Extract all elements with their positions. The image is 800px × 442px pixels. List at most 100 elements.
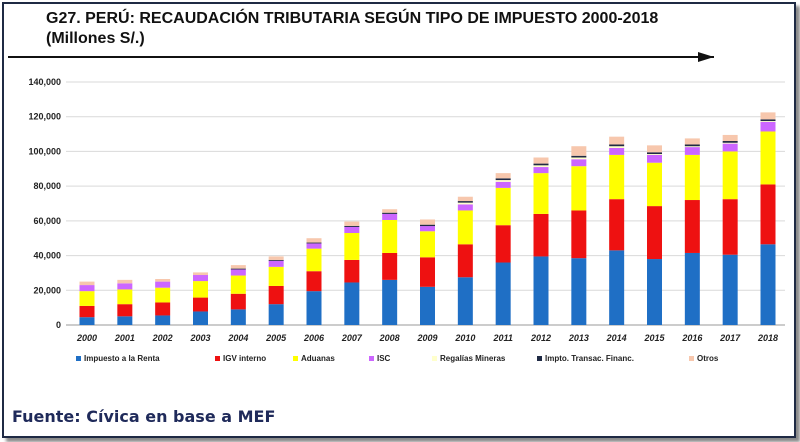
bar-segment xyxy=(647,206,662,260)
bar-segment xyxy=(230,265,246,269)
bar-segment xyxy=(684,146,700,148)
bar-segment xyxy=(457,244,473,278)
legend-swatch xyxy=(76,356,81,361)
bar-segment xyxy=(117,304,133,317)
bar-segment xyxy=(571,159,587,167)
bar-segment xyxy=(647,152,662,155)
bar-segment xyxy=(533,213,549,257)
legend-label: ISC xyxy=(377,354,391,363)
bar-segment xyxy=(306,248,322,272)
y-tick-label: 40,000 xyxy=(33,251,61,261)
bar-segment xyxy=(420,226,435,232)
bar-segment xyxy=(306,271,322,292)
bar-segment xyxy=(268,256,284,260)
y-tick-label: 140,000 xyxy=(28,77,61,87)
x-tick-label: 2003 xyxy=(189,333,210,343)
bar-segment xyxy=(760,121,776,132)
bar-segment xyxy=(155,315,171,325)
bar-segment xyxy=(79,317,95,325)
bar-segment xyxy=(647,162,662,207)
bar-segment xyxy=(117,289,133,305)
bar-segment xyxy=(495,225,511,263)
x-tick-label: 2009 xyxy=(416,333,437,343)
bar-segment xyxy=(571,166,587,211)
bar-segment xyxy=(230,293,246,310)
bar-segment xyxy=(306,243,322,249)
bar-segment xyxy=(684,200,700,253)
y-tick-label: 80,000 xyxy=(33,181,61,191)
bar-segment xyxy=(571,210,587,259)
x-tick-label: 2006 xyxy=(303,333,325,343)
bar-segment xyxy=(722,142,738,144)
bar-segment xyxy=(760,121,776,122)
bar-segment xyxy=(155,287,171,303)
bar-segment xyxy=(609,250,625,325)
bar-segment xyxy=(344,226,360,234)
bar-segment xyxy=(684,252,700,325)
bar-segment xyxy=(382,219,398,253)
x-axis-ticks: 2000 2001 2002 2003 2004 2005 2006 2007 2008 2009… xyxy=(76,333,778,343)
bar-segment xyxy=(457,277,473,325)
bar-segment xyxy=(344,221,360,226)
legend-label: Impto. Transac. Financ. xyxy=(545,354,634,363)
bar-segment xyxy=(268,259,284,261)
y-tick-label: 20,000 xyxy=(33,285,61,295)
bar-segment xyxy=(382,252,398,280)
bar-segment xyxy=(79,305,95,318)
bar-segment xyxy=(684,154,700,201)
bar-segment xyxy=(722,199,738,255)
bar-segment xyxy=(230,309,246,325)
bar-segment xyxy=(495,181,511,188)
bar-segment xyxy=(306,238,322,243)
chart-title: G27. PERÚ: RECAUDACIÓN TRIBUTARIA SEGÚN … xyxy=(46,10,659,27)
bar-segment xyxy=(344,282,360,325)
bar-segment xyxy=(230,275,246,294)
bar-segment xyxy=(117,316,133,325)
bar-segment xyxy=(344,225,360,227)
title-underline-arrow xyxy=(698,52,714,62)
bar-segment xyxy=(533,163,549,166)
legend-label: Impuesto a la Renta xyxy=(84,354,160,363)
x-tick-label: 2010 xyxy=(454,333,475,343)
bar-segment xyxy=(193,275,208,282)
bar-segment xyxy=(268,285,284,305)
bar-segment xyxy=(117,279,133,284)
legend-swatch xyxy=(689,356,694,361)
bar-segment xyxy=(533,165,549,168)
bar-segment xyxy=(495,187,511,226)
x-tick-label: 2007 xyxy=(341,333,363,343)
bar-segment xyxy=(760,184,776,245)
bar-segment xyxy=(457,196,473,202)
bar-segment xyxy=(306,242,322,244)
bar-segment xyxy=(722,254,738,325)
bar-segment xyxy=(495,173,511,179)
bar-segment xyxy=(420,286,435,325)
legend-swatch xyxy=(537,356,542,361)
bar-segment xyxy=(571,155,587,158)
bar-segment xyxy=(684,147,700,155)
bar-segment xyxy=(117,283,133,290)
y-axis-ticks: 0 20,000 40,000 60,000 80,000 100,000 120,000 1… xyxy=(28,77,61,330)
bar-segment xyxy=(609,144,625,147)
bar-segment xyxy=(344,259,360,283)
bar-segment xyxy=(420,231,435,258)
bar-segment xyxy=(760,244,776,325)
bar-segment xyxy=(722,151,738,200)
bar-segment xyxy=(457,210,473,245)
y-tick-label: 0 xyxy=(56,320,61,330)
source-note: Fuente: Cívica en base a MEF xyxy=(12,407,276,426)
bar-segment xyxy=(647,154,662,155)
bar-segment xyxy=(382,279,398,325)
bar-segment xyxy=(760,131,776,185)
legend-label: Aduanas xyxy=(301,354,335,363)
legend: Impuesto a la Renta IGV interno Aduanas ISC… xyxy=(76,354,719,363)
bar-segment xyxy=(571,146,587,156)
x-tick-label: 2008 xyxy=(379,333,400,343)
bar-segment xyxy=(533,173,549,214)
bar-segment xyxy=(193,297,208,312)
bar-segment xyxy=(457,204,473,211)
bar-segment xyxy=(457,201,473,203)
legend-swatch xyxy=(215,356,220,361)
bar-segment xyxy=(647,154,662,163)
